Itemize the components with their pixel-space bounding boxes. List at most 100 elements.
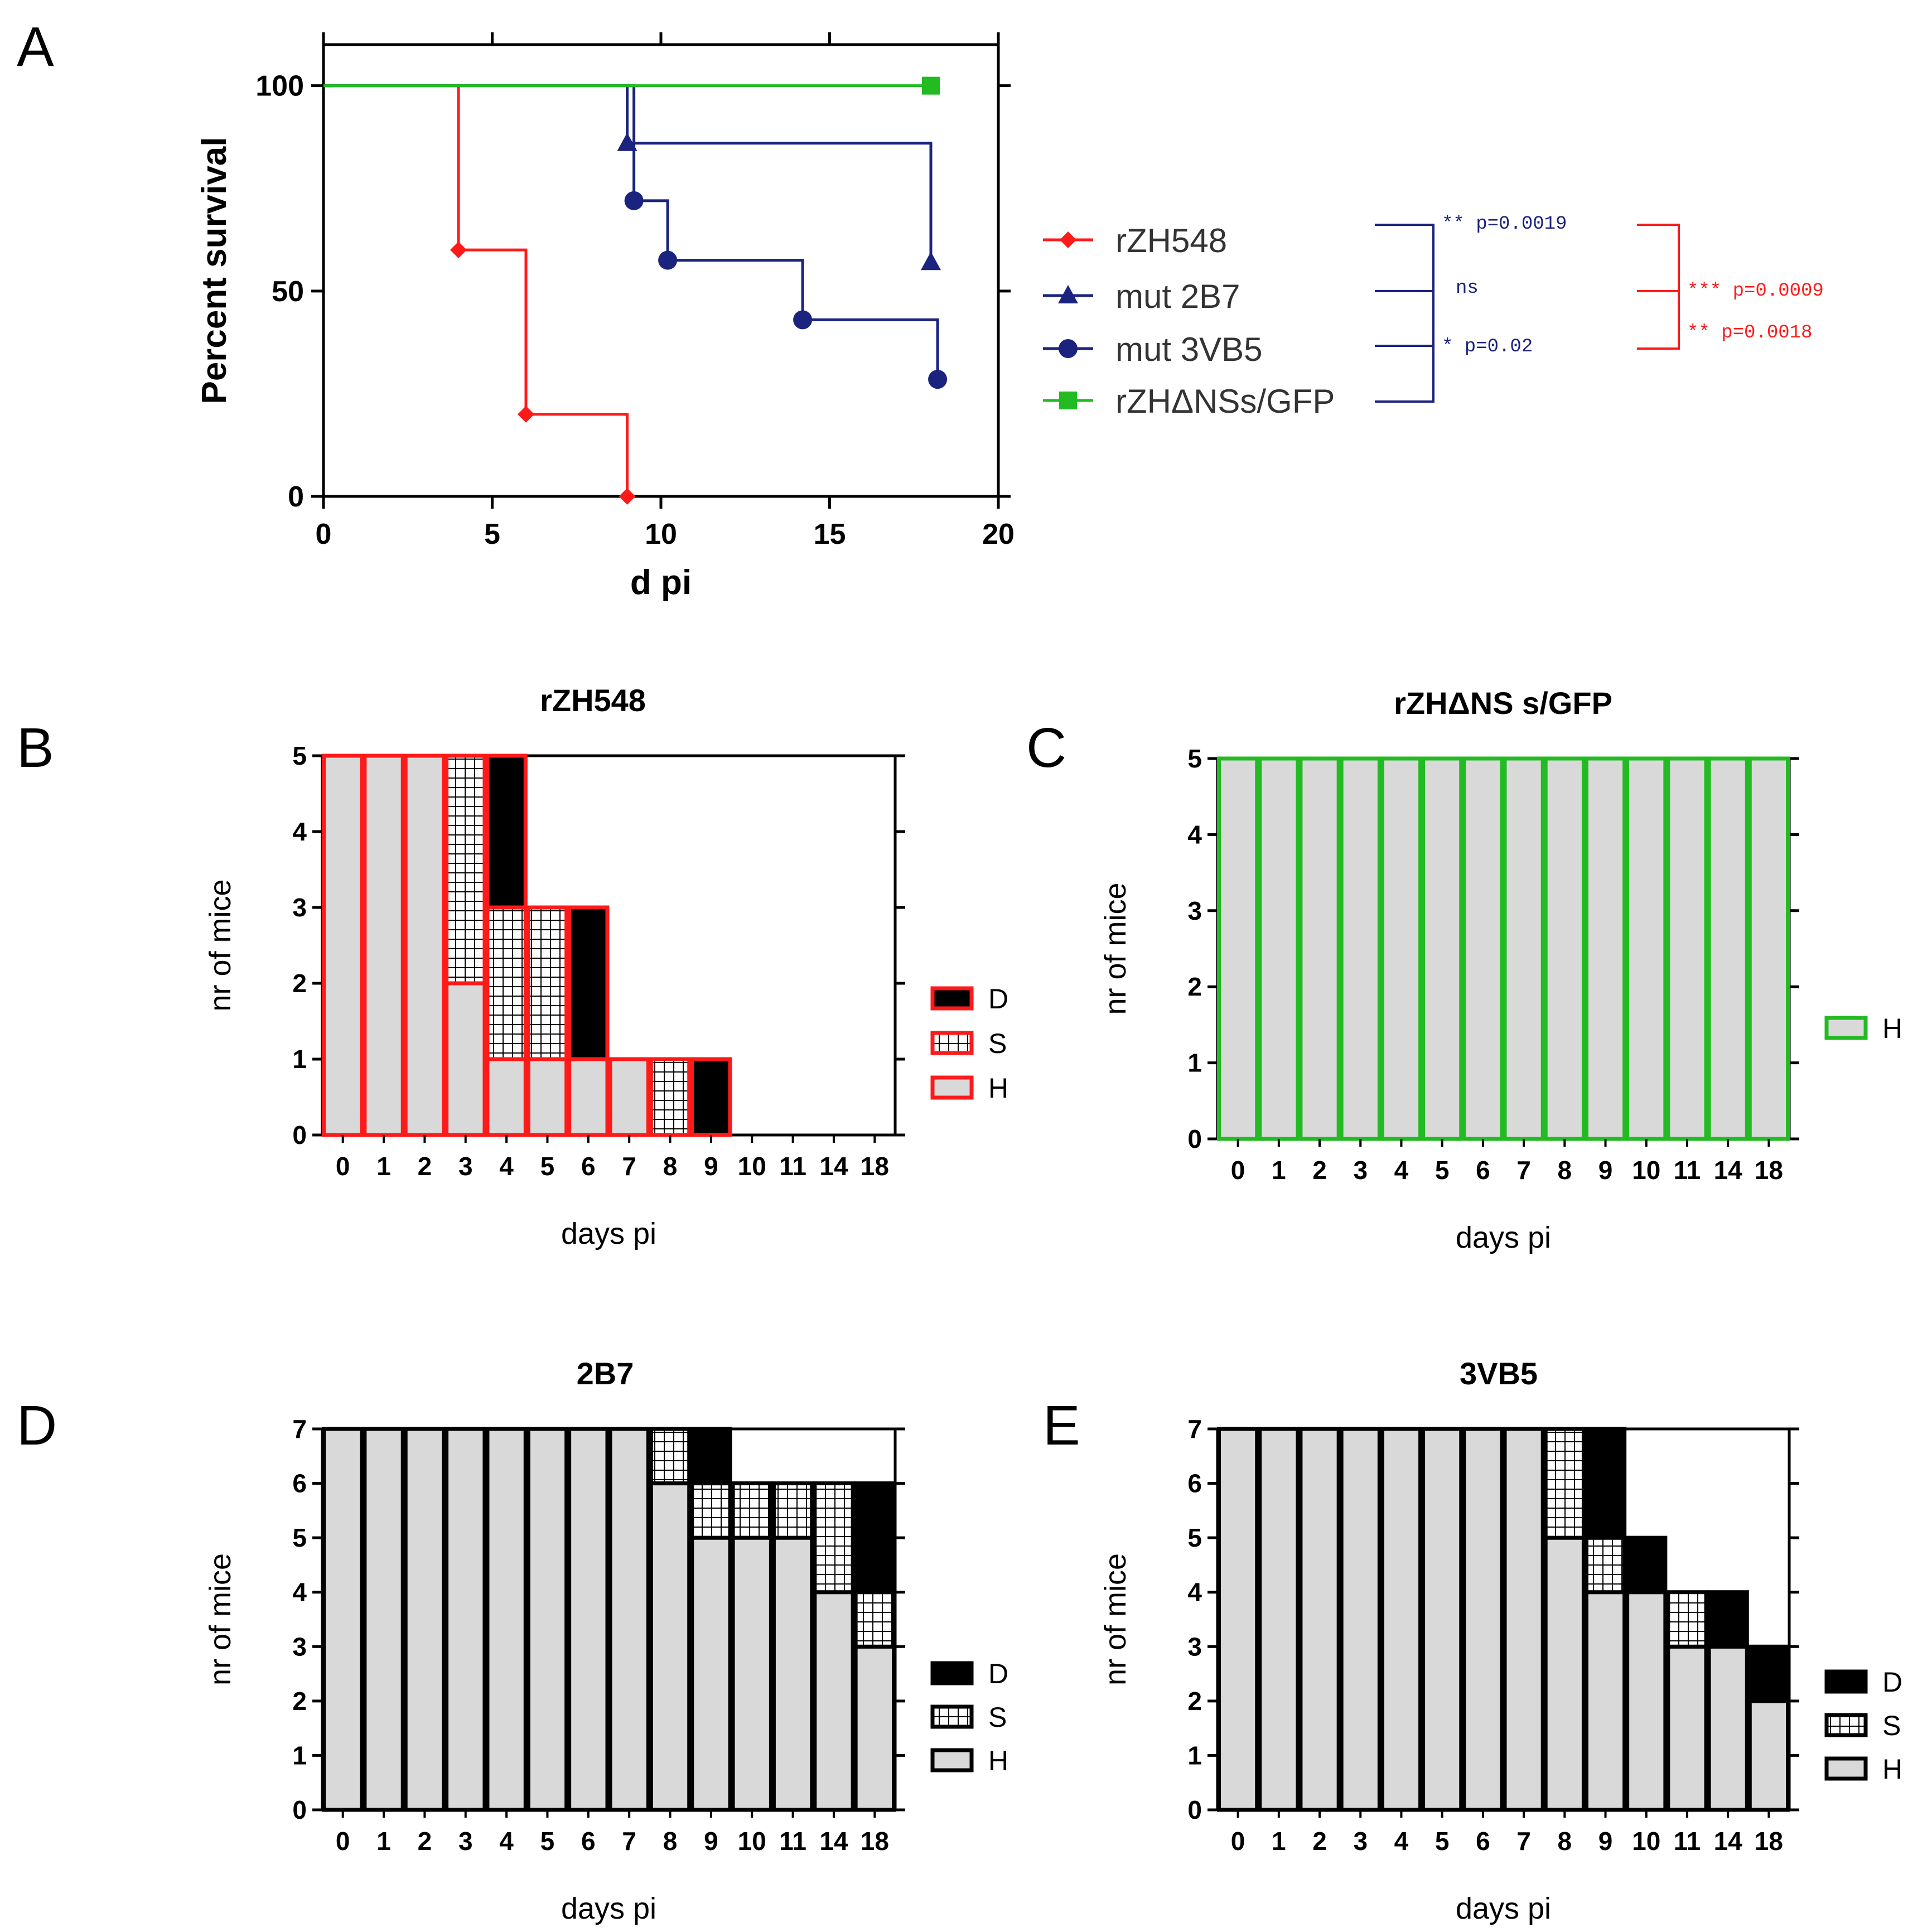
panel-label-B: B — [17, 717, 54, 779]
panel-label-D: D — [17, 1394, 57, 1457]
bar-segment-h — [485, 1057, 528, 1137]
y-tick-label: 1 — [292, 1045, 307, 1074]
y-tick-label: 4 — [292, 817, 307, 846]
bar-segment-h — [526, 1427, 569, 1812]
y-tick-label: 7 — [1187, 1414, 1202, 1443]
bar-segment-h — [445, 1427, 487, 1812]
bar-segment-h — [526, 1057, 569, 1137]
bar-segment-h — [363, 1427, 405, 1812]
panel-label-C: C — [1026, 717, 1066, 779]
bar-segment-h — [608, 1427, 650, 1812]
panel-label-E: E — [1043, 1394, 1080, 1457]
y-tick-label: 5 — [1187, 744, 1202, 773]
x-tick-label: 18 — [861, 1827, 889, 1856]
legend-label: S — [988, 1702, 1007, 1733]
bar-segment-h — [1503, 1427, 1545, 1812]
x-tick-label: 5 — [1435, 1156, 1450, 1185]
legend-label: rZH548 — [1115, 222, 1227, 259]
x-tick-label: 14 — [819, 1827, 848, 1856]
y-tick-label: 2 — [1187, 972, 1202, 1001]
x-tick-label: 2 — [418, 1827, 432, 1856]
legend-label: D — [988, 983, 1008, 1015]
bar-segment-s — [1666, 1590, 1708, 1649]
x-tick-label: 7 — [1516, 1156, 1531, 1185]
panel-label-A: A — [17, 16, 54, 78]
bar-segment-h — [1258, 756, 1300, 1141]
survival-point — [624, 191, 644, 210]
x-tick-label: 1 — [1272, 1156, 1286, 1185]
survival-point — [921, 252, 941, 271]
bar-segment-d — [853, 1481, 896, 1595]
bar-segment-h — [1421, 1427, 1464, 1812]
legend-swatch-h — [930, 1075, 974, 1100]
bar-segment-h — [813, 1590, 855, 1812]
x-tick-label: 4 — [499, 1152, 514, 1181]
x-tick-label: 4 — [499, 1827, 514, 1856]
x-tick-label: 18 — [1755, 1827, 1783, 1856]
bar-segment-h — [322, 1427, 364, 1812]
x-tick-label: 3 — [458, 1827, 473, 1856]
bar-segment-h — [1217, 1427, 1259, 1812]
legend-swatch-d — [930, 986, 974, 1011]
survival-point — [793, 310, 813, 330]
bar-segment-h — [608, 1057, 650, 1137]
bar-segment-s — [690, 1481, 732, 1540]
bar-segment-h — [322, 754, 364, 1137]
bar-segment-h — [1380, 756, 1423, 1141]
legend-swatch-h — [930, 1748, 974, 1772]
y-tick-label: 5 — [292, 741, 307, 770]
bar-segment-h — [1625, 1590, 1668, 1812]
y-tick-label: 6 — [292, 1469, 307, 1498]
bar-segment-d — [1747, 1644, 1790, 1703]
x-tick-label: 5 — [540, 1152, 555, 1181]
survival-point — [450, 241, 467, 259]
chart-title: rZH548 — [540, 683, 646, 718]
bar-segment-h — [1747, 756, 1790, 1141]
x-tick-label: 8 — [663, 1827, 678, 1856]
bar-segment-h — [1543, 756, 1586, 1141]
bar-segment-h — [1747, 1699, 1790, 1812]
bar-segment-h — [403, 1427, 446, 1812]
stat-bracket-red — [1637, 224, 1680, 350]
x-tick-label: 5 — [540, 1827, 555, 1856]
legend-swatch-h — [1824, 1016, 1868, 1040]
legend-marker — [1059, 339, 1078, 358]
bar-segment-s — [485, 905, 528, 1061]
x-tick-label: 0 — [316, 518, 332, 550]
bar-segment-h — [485, 1427, 528, 1812]
bar-segment-s — [771, 1481, 814, 1540]
bar-segment-s — [853, 1590, 896, 1649]
x-tick-label: 3 — [1353, 1827, 1368, 1856]
x-tick-label: 1 — [1272, 1827, 1286, 1856]
x-tick-label: 11 — [1674, 1156, 1701, 1185]
y-tick-label: 2 — [1187, 1687, 1202, 1716]
x-tick-label: 0 — [1231, 1827, 1245, 1856]
y-tick-label: 3 — [1187, 896, 1202, 925]
bar-segment-d — [1584, 1427, 1627, 1540]
x-tick-label: 10 — [1632, 1156, 1660, 1185]
legend-label: mut 3VB5 — [1115, 331, 1262, 368]
x-tick-label: 14 — [819, 1152, 848, 1181]
x-tick-label: 6 — [1476, 1156, 1490, 1185]
legend-label: D — [988, 1658, 1008, 1689]
bar-segment-d — [1625, 1535, 1668, 1595]
bar-segment-s — [649, 1427, 692, 1486]
x-tick-label: 14 — [1714, 1827, 1743, 1856]
x-tick-label: 7 — [622, 1152, 636, 1181]
bar-segment-h — [1462, 756, 1504, 1141]
y-tick-label: 1 — [1187, 1049, 1202, 1078]
x-tick-label: 1 — [376, 1827, 391, 1856]
legend-swatch-s — [930, 1031, 974, 1055]
bar-segment-h — [1217, 756, 1259, 1141]
x-tick-label: 9 — [1598, 1156, 1613, 1185]
y-tick-label: 2 — [292, 1687, 307, 1716]
bar-segment-h — [567, 1057, 610, 1137]
y-axis-label: Percent survival — [195, 137, 234, 404]
legend-label: H — [1882, 1013, 1902, 1044]
y-tick-label: 6 — [1187, 1469, 1202, 1498]
legend-label: H — [988, 1745, 1008, 1776]
x-tick-label: 8 — [1558, 1827, 1572, 1856]
y-axis-label: nr of mice — [1099, 882, 1132, 1015]
y-tick-label: 0 — [292, 1795, 307, 1824]
x-tick-label: 18 — [861, 1152, 889, 1181]
